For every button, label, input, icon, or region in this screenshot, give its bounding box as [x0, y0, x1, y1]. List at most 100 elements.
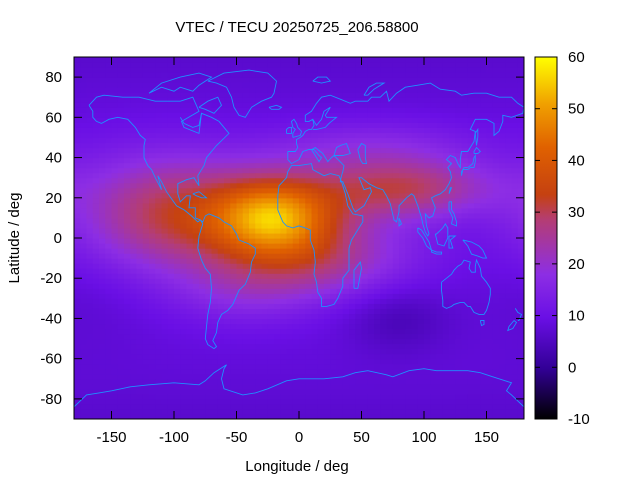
- heatmap-cell: [174, 343, 181, 350]
- heatmap-cell: [199, 268, 206, 274]
- heatmap-cell: [399, 102, 406, 108]
- heatmap-cell: [161, 268, 169, 274]
- heatmap-cell: [205, 122, 213, 128]
- heatmap-cell: [405, 62, 413, 68]
- heatmap-cell: [124, 293, 131, 299]
- heatmap-cell: [167, 328, 175, 335]
- heatmap-cell: [161, 202, 169, 209]
- heatmap-cell: [405, 318, 413, 325]
- heatmap-cell: [255, 122, 263, 128]
- heatmap-cell: [324, 393, 331, 400]
- heatmap-cell: [292, 298, 300, 304]
- heatmap-cell: [449, 368, 456, 375]
- heatmap-cell: [461, 318, 469, 325]
- heatmap-cell: [411, 232, 419, 239]
- heatmap-cell: [492, 227, 500, 234]
- heatmap-cell: [74, 162, 81, 169]
- heatmap-cell: [124, 253, 131, 259]
- heatmap-cell: [449, 62, 456, 68]
- heatmap-cell: [186, 373, 194, 380]
- heatmap-cell: [286, 278, 294, 284]
- heatmap-cell: [286, 363, 294, 370]
- heatmap-cell: [211, 152, 219, 159]
- heatmap-cell: [230, 207, 238, 214]
- heatmap-cell: [386, 152, 394, 159]
- heatmap-cell: [455, 232, 463, 239]
- heatmap-cell: [486, 197, 494, 204]
- heatmap-cell: [467, 222, 475, 229]
- heatmap-cell: [317, 288, 325, 294]
- heatmap-cell: [499, 62, 506, 68]
- heatmap-cell: [274, 238, 281, 244]
- heatmap-cell: [461, 333, 469, 340]
- heatmap-cell: [286, 62, 294, 68]
- heatmap-cell: [136, 273, 144, 279]
- heatmap-cell: [180, 308, 188, 315]
- heatmap-cell: [255, 232, 263, 239]
- heatmap-cell: [342, 72, 350, 78]
- heatmap-cell: [499, 363, 506, 370]
- heatmap-cell: [499, 187, 506, 194]
- heatmap-cell: [442, 217, 450, 224]
- heatmap-cell: [255, 152, 263, 159]
- heatmap-cell: [299, 248, 306, 254]
- heatmap-cell: [274, 112, 281, 118]
- heatmap-cell: [167, 212, 175, 219]
- heatmap-cell: [124, 278, 131, 284]
- heatmap-cell: [392, 348, 400, 355]
- heatmap-cell: [449, 67, 456, 73]
- heatmap-cell: [99, 363, 106, 370]
- heatmap-cell: [449, 343, 456, 350]
- heatmap-cell: [299, 378, 306, 385]
- heatmap-cell: [505, 388, 513, 395]
- heatmap-cell: [155, 152, 163, 159]
- heatmap-cell: [449, 227, 456, 234]
- heatmap-cell: [261, 383, 269, 390]
- heatmap-cell: [336, 278, 344, 284]
- heatmap-cell: [192, 313, 200, 320]
- heatmap-cell: [330, 127, 338, 134]
- heatmap-cell: [392, 127, 400, 134]
- heatmap-cell: [367, 182, 375, 189]
- heatmap-cell: [342, 318, 350, 325]
- heatmap-cell: [124, 368, 131, 375]
- heatmap-cell: [292, 263, 300, 269]
- heatmap-cell: [217, 283, 225, 289]
- heatmap-cell: [80, 293, 88, 299]
- heatmap-cell: [92, 288, 100, 294]
- heatmap-cell: [261, 127, 269, 134]
- heatmap-cell: [280, 288, 288, 294]
- heatmap-cell: [86, 328, 94, 335]
- heatmap-cell: [417, 102, 425, 108]
- heatmap-cell: [480, 217, 488, 224]
- heatmap-cell: [449, 132, 456, 139]
- heatmap-cell: [411, 102, 419, 108]
- heatmap-cell: [111, 122, 119, 128]
- heatmap-cell: [267, 313, 275, 320]
- heatmap-cell: [442, 368, 450, 375]
- heatmap-cell: [311, 238, 319, 244]
- heatmap-cell: [117, 373, 125, 380]
- heatmap-cell: [74, 167, 81, 174]
- heatmap-cell: [436, 378, 444, 385]
- heatmap-cell: [261, 293, 269, 299]
- heatmap-cell: [211, 408, 219, 415]
- heatmap-cell: [292, 243, 300, 249]
- heatmap-cell: [92, 398, 100, 405]
- heatmap-cell: [449, 393, 456, 400]
- heatmap-cell: [424, 117, 431, 123]
- heatmap-cell: [436, 132, 444, 139]
- heatmap-cell: [336, 197, 344, 204]
- heatmap-cell: [324, 313, 331, 320]
- heatmap-cell: [286, 273, 294, 279]
- heatmap-cell: [380, 87, 388, 93]
- heatmap-cell: [411, 127, 419, 134]
- heatmap-cell: [424, 248, 431, 254]
- heatmap-cell: [411, 97, 419, 103]
- heatmap-cell: [286, 132, 294, 139]
- heatmap-cell: [330, 283, 338, 289]
- heatmap-cell: [286, 147, 294, 154]
- heatmap-cell: [280, 182, 288, 189]
- heatmap-cell: [436, 343, 444, 350]
- heatmap-cell: [349, 142, 356, 149]
